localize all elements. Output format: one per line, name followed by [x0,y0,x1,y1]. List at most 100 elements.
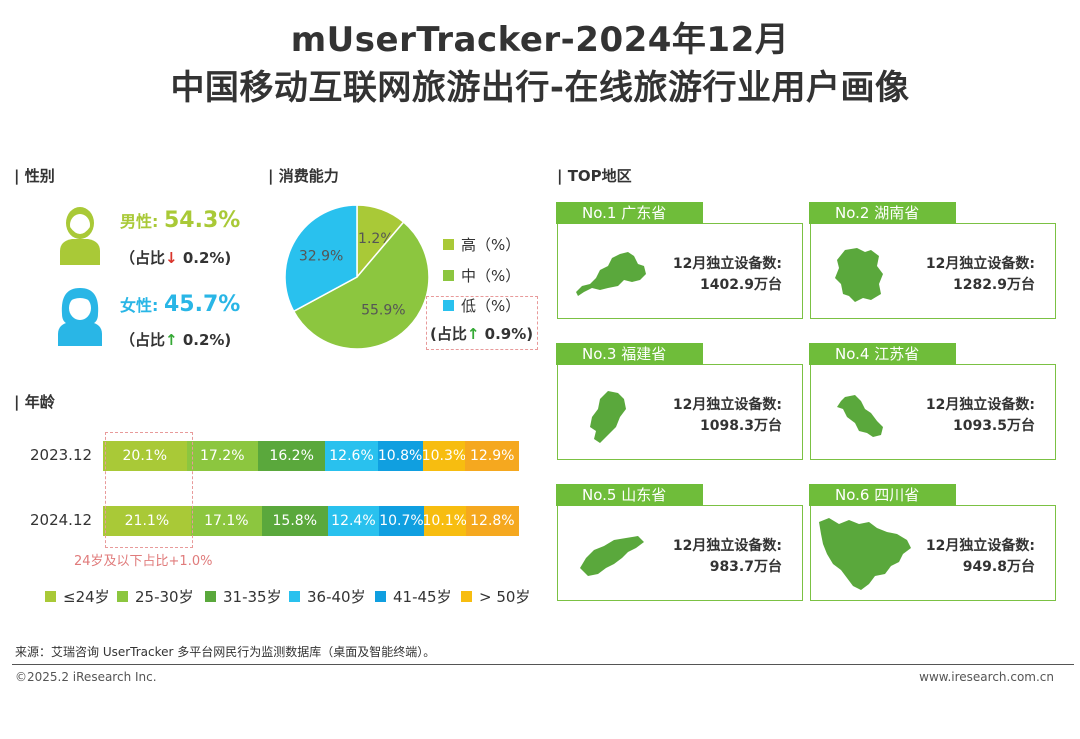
region-metric: 12月独立设备数: 949.8万台 [926,536,1035,578]
metric-label: 12月独立设备数: [925,397,1035,413]
jiangsu-map-icon [837,395,883,437]
note-prefix: (占比 [430,325,467,343]
legend-label: 中（%） [461,267,521,285]
pie-data-label: 32.9% [299,249,343,265]
legend-swatch [443,300,454,311]
pie-legend-low: 低（%） [443,295,520,316]
male-value: 54.3% [163,208,241,233]
data-source-note: 来源：艾瑞咨询 UserTracker 多平台网民行为监测数据库（桌面及智能终端… [15,645,436,659]
website-link[interactable]: www.iresearch.com.cn [919,670,1054,684]
metric-label: 12月独立设备数: [925,256,1035,272]
bar-segment: 12.8% [465,506,519,536]
age-legend-50: > 50岁 [461,586,530,607]
gender-section-title: | 性别 [14,167,55,185]
region-metric: 12月独立设备数: 983.7万台 [673,536,782,578]
legend-swatch [117,591,128,602]
pie-data-label: 55.9% [361,302,405,318]
region-metric: 12月独立设备数: 1282.9万台 [926,254,1035,296]
bar-segment: 21.1% [103,506,191,536]
metric-value: 1093.5万台 [952,418,1035,434]
legend-swatch [289,591,300,602]
legend-swatch [205,591,216,602]
male-change: （占比↓ 0.2%) [120,247,231,268]
legend-label: 31-35岁 [223,588,282,606]
legend-label: 41-45岁 [393,588,452,606]
bar-category-label: 2023.12 [30,446,93,464]
bar-segment: 10.1% [423,506,467,536]
metric-value: 1402.9万台 [699,277,782,293]
age-legend-24: ≤24岁 [45,586,110,607]
legend-label: 25-30岁 [135,588,194,606]
bar-segment: 10.7% [379,506,424,536]
pie-legend-mid: 中（%） [443,265,520,286]
consumption-section-title: | 消费能力 [268,167,339,185]
pie-legend-high: 高（%） [443,234,520,255]
male-change-prefix: （占比 [120,249,166,267]
bar-segment: 12.4% [327,506,380,536]
region-card-2: No.2 湖南省 12月独立设备数: 1282.9万台 [809,202,1056,319]
note-value: 0.9%) [479,325,534,343]
footer-divider [12,664,1074,665]
sichuan-map-icon [819,518,911,590]
age-legend-41-45: 41-45岁 [375,586,452,607]
bar-segment: 10.3% [422,441,466,471]
legend-label: 高（%） [461,236,521,254]
page-title: mUserTracker-2024年12月 [290,20,790,60]
age-change-note: 24岁及以下占比+1.0% [74,554,213,569]
legend-swatch [461,591,472,602]
legend-label: > 50岁 [479,588,531,606]
metric-label: 12月独立设备数: [672,397,782,413]
pie-slice-中 [292,221,430,350]
arrow-up-icon: ↑ [466,325,480,343]
region-card-5: No.5 山东省 12月独立设备数: 983.7万台 [556,484,803,601]
female-user-icon [58,288,102,346]
region-card-4: No.4 江苏省 12月独立设备数: 1093.5万台 [809,343,1056,460]
region-rank: No.6 四川省 [809,484,956,506]
region-card-6: No.6 四川省 12月独立设备数: 949.8万台 [809,484,1056,601]
pie-data-label: 11.2% [349,231,393,247]
legend-swatch [443,270,454,281]
age-highlight-box [105,432,193,548]
female-change-value: 0.2%) [177,331,232,349]
female-change-prefix: （占比 [120,331,166,349]
metric-value: 1098.3万台 [699,418,782,434]
bar-category-label: 2024.12 [30,511,93,529]
legend-swatch [375,591,386,602]
female-label: 女性: [120,296,164,315]
age-legend-36-40: 36-40岁 [289,586,366,607]
metric-value: 1282.9万台 [952,277,1035,293]
region-card-1: No.1 广东省 12月独立设备数: 1402.9万台 [556,202,803,319]
fujian-map-icon [590,391,626,443]
region-card-3: No.3 福建省 12月独立设备数: 1098.3万台 [556,343,803,460]
male-label: 男性: [120,212,164,231]
top-region-section-title: | TOP地区 [557,167,632,185]
male-user-icon [60,207,100,265]
legend-label: 36-40岁 [307,588,366,606]
female-change: （占比↑ 0.2%) [120,329,231,350]
bar-segment: 16.2% [258,441,326,471]
female-value: 45.7% [163,292,241,317]
metric-label: 12月独立设备数: [672,256,782,272]
pie-slice-低 [284,204,358,313]
region-metric: 12月独立设备数: 1402.9万台 [673,254,782,296]
low-highlight-box [426,296,538,350]
metric-label: 12月独立设备数: [925,538,1035,554]
copyright: ©2025.2 iResearch Inc. [15,670,157,684]
region-rank: No.1 广东省 [556,202,703,224]
metric-value: 949.8万台 [962,559,1035,575]
shandong-map-icon [580,536,644,576]
page-subtitle: 中国移动互联网旅游出行-在线旅游行业用户画像 [170,68,910,108]
metric-value: 983.7万台 [709,559,782,575]
bar-segment: 17.2% [186,441,258,471]
legend-label: 低（%） [461,297,521,315]
bar-segment: 20.1% [103,441,187,471]
age-section-title: | 年龄 [14,393,55,411]
hunan-map-icon [835,248,883,302]
bar-segment: 12.6% [325,441,378,471]
legend-label: ≤24岁 [63,588,110,606]
male-change-value: 0.2%) [177,249,232,267]
bar-segment: 17.1% [190,506,262,536]
bar-segment: 10.8% [377,441,423,471]
legend-swatch [443,239,454,250]
region-metric: 12月独立设备数: 1093.5万台 [926,395,1035,437]
